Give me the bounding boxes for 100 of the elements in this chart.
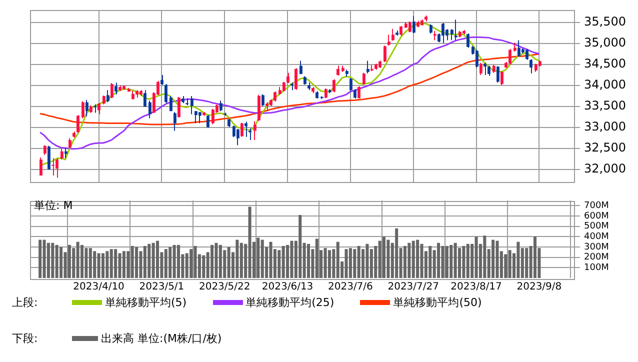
candlestick [508,48,512,66]
x-tick-label: 2023/4/10 [73,282,124,293]
candlestick [300,60,302,75]
bar [344,249,348,278]
legend-title: 下段: [12,330,39,346]
bar [80,244,84,278]
y-tick-label: 500M [584,222,609,232]
bar [152,242,155,278]
bar [185,253,188,278]
bar [450,244,453,278]
y-axis-title: 単位: M [34,198,73,213]
bar [93,251,96,278]
bar [202,255,206,278]
bar [353,249,356,278]
bar [408,242,411,278]
candlestick [518,40,520,58]
candlestick [476,49,478,68]
candlestick [294,68,298,90]
bar [382,236,386,278]
bar [462,246,466,278]
candlestick [56,158,58,178]
candlestick [198,112,202,124]
legend-label: 単純移動平均(5) [105,294,187,310]
x-tick-label: 2023/8/17 [450,282,502,293]
bar [504,254,508,278]
candlestick [366,60,370,74]
candlestick [286,72,290,84]
candlestick [52,158,54,176]
bar [114,249,118,278]
x-tick-label: 2023/6/13 [262,282,314,293]
candlestick [354,88,356,100]
bar [164,249,168,278]
bar [51,242,54,278]
bar [110,249,113,278]
bar [269,242,272,278]
bar [286,244,290,278]
bar [38,240,42,278]
y-tick-label: 35,000 [584,36,626,50]
candlestick [262,94,264,107]
candlestick [60,148,64,160]
bar [492,240,495,278]
bar [516,242,520,278]
candlestick [98,102,100,115]
legend-label: 出来高 単位:(M株/口/枚) [101,330,222,346]
bar [298,214,302,278]
bar [378,240,382,278]
bar [227,247,230,278]
x-tick-label: 2023/9/8 [516,282,562,293]
candlestick [240,122,244,138]
candlestick [48,145,50,170]
candlestick [190,96,194,115]
bar [68,244,71,278]
y-tick-label: 400M [584,232,609,242]
candlestick [194,110,198,124]
x-tick-label: 2023/7/6 [328,282,373,293]
bar [101,253,104,278]
bar [315,238,318,278]
bar [156,240,160,278]
bar [533,236,537,278]
y-tick-label: 100M [584,263,609,274]
bar [118,253,122,278]
bar [55,244,58,278]
bar [190,249,193,278]
candlestick [44,144,46,156]
candlestick [64,147,68,159]
candlestick [206,114,210,128]
bar [143,246,146,278]
bar [218,244,222,278]
candlestick [144,90,146,108]
candlestick [160,74,164,86]
bar [474,236,478,278]
candlestick [336,65,340,76]
y-tick-label: 600M [584,211,609,222]
candlestick [466,32,470,48]
candlestick [442,22,444,44]
candlestick [500,70,504,86]
x-tick-label: 2023/7/27 [388,282,439,293]
candlestick [114,82,118,96]
legend-title: 上段: [12,294,39,310]
bar [148,244,151,278]
bar [412,240,415,278]
candlestick [164,84,168,104]
bar [428,246,432,278]
y-tick-label: 35,500 [584,14,626,29]
legend-label: 単純移動平均(50) [393,294,482,310]
candlestick [496,66,500,84]
candlestick [212,108,214,125]
candlestick [388,34,390,46]
bar [97,253,100,278]
bar [168,247,172,278]
bar [496,240,499,278]
candlestick [480,62,482,76]
bar [84,248,88,278]
bar [122,251,126,278]
candlestick [358,86,360,100]
bar [256,238,260,278]
bar [76,242,80,278]
bar [454,242,457,278]
bar [278,250,281,278]
bar [395,228,398,278]
